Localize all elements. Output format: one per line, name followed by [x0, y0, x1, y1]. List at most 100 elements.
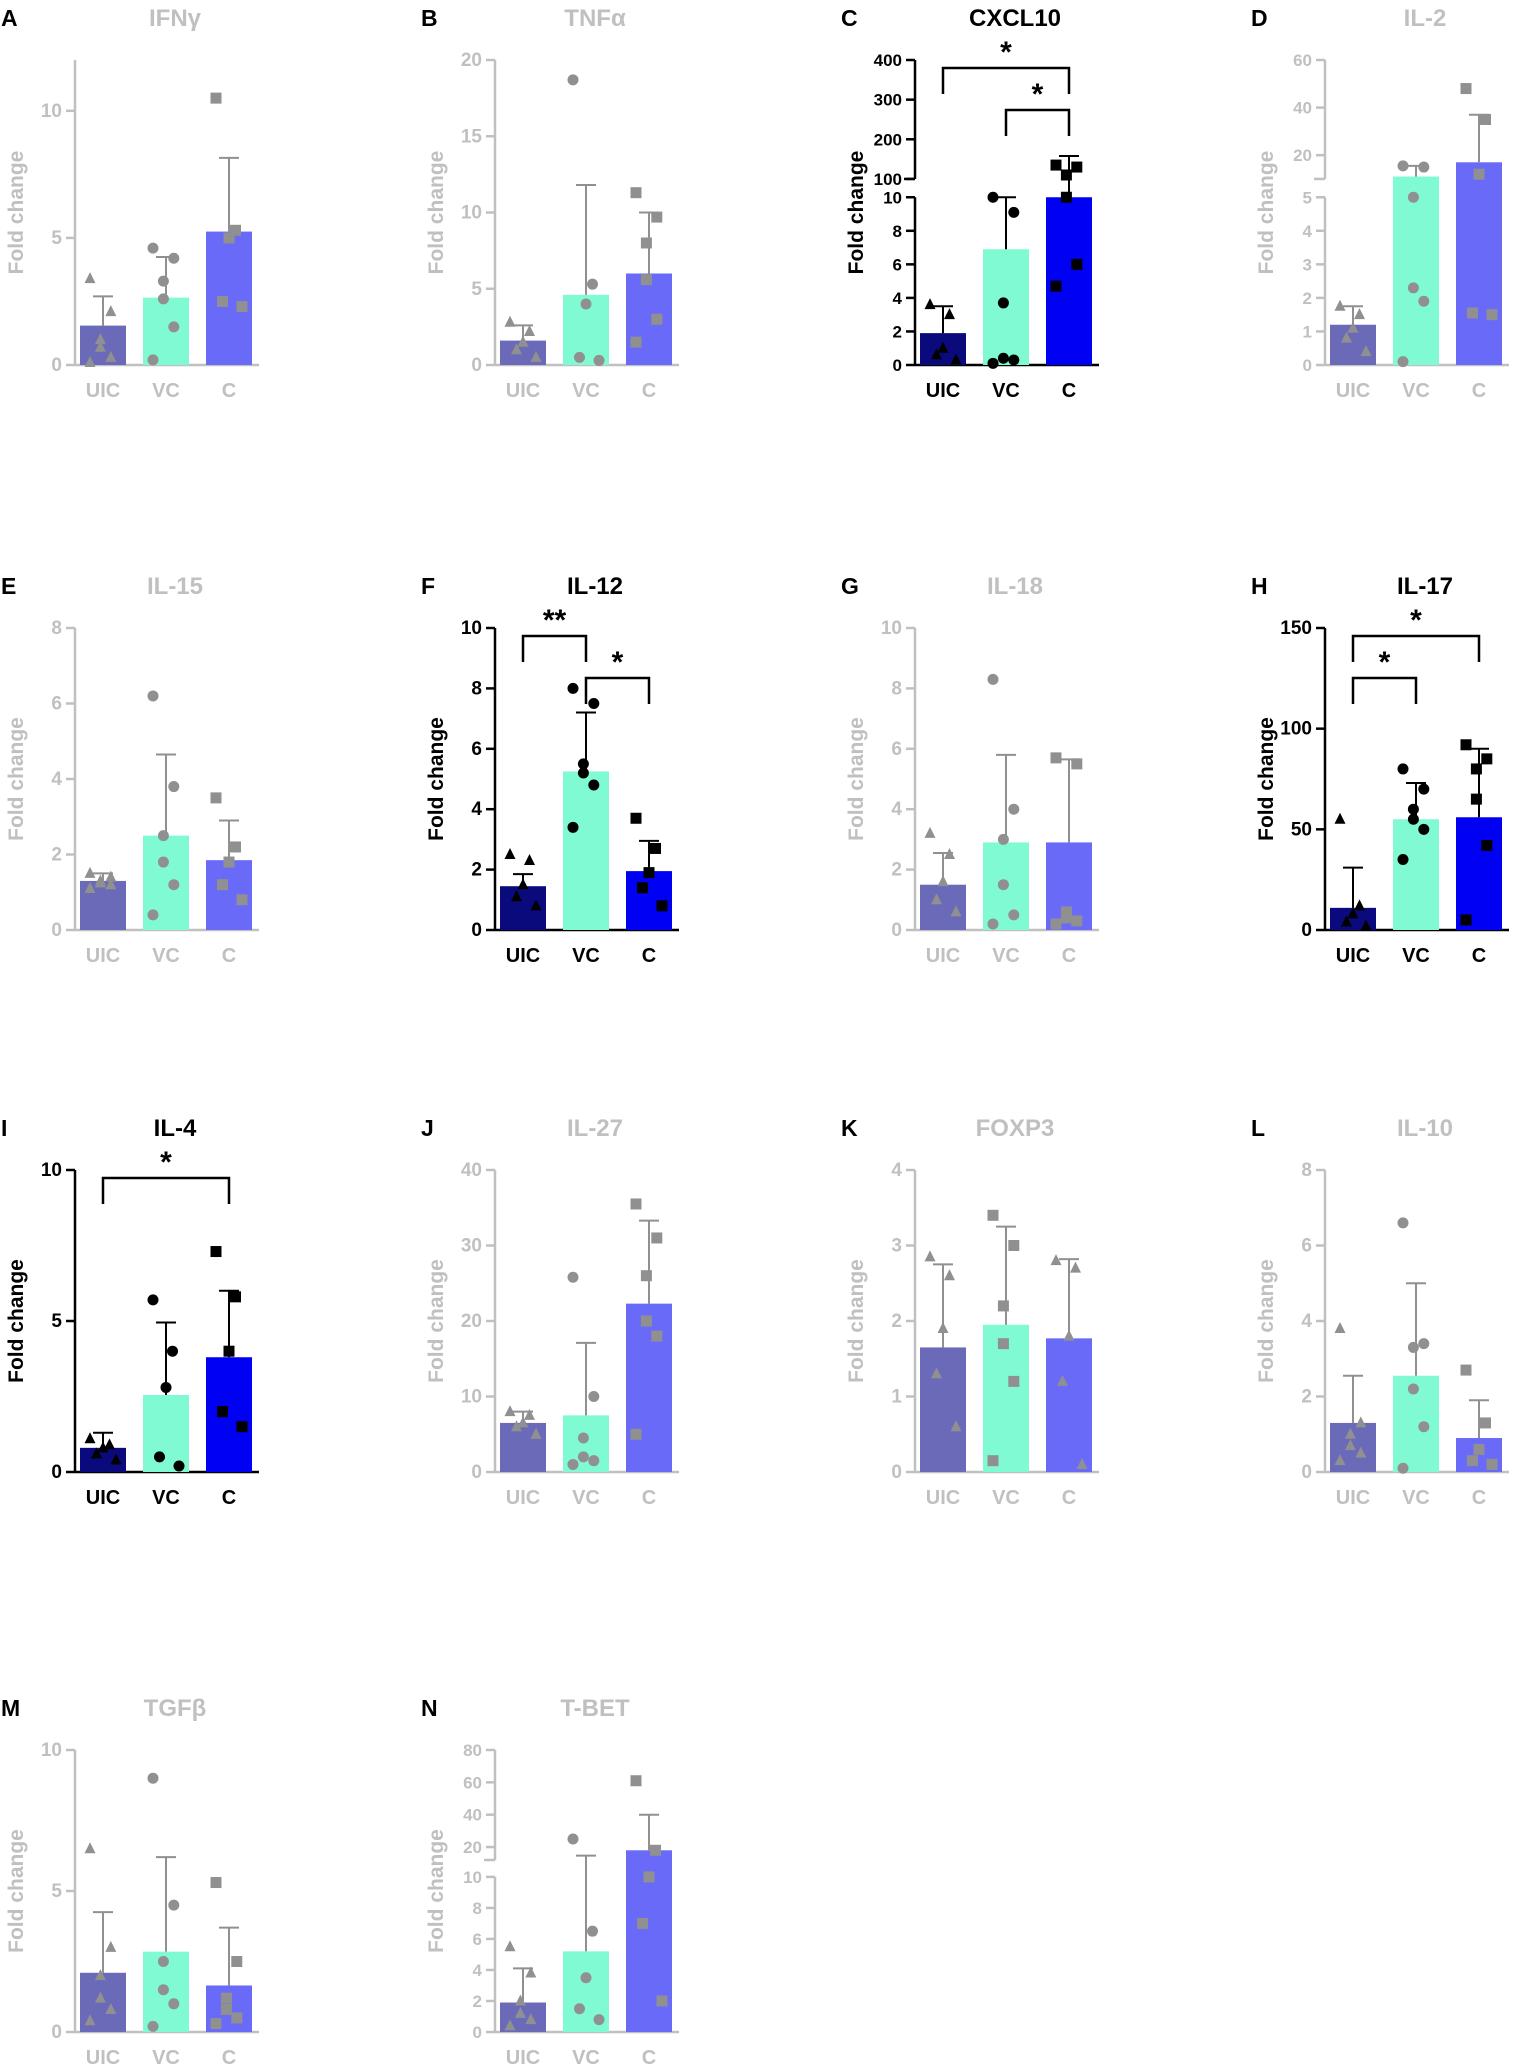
data-point-il-4-c-5 — [236, 1421, 248, 1433]
data-point-cxcl10-uic-2 — [944, 308, 955, 320]
data-point-il-10-uic-1 — [1334, 1322, 1346, 1334]
x-tick-label-c: C — [642, 1487, 656, 1509]
significance-bracket — [1351, 634, 1481, 662]
y-axis-label: Fold change — [1255, 717, 1278, 841]
data-point-il-15-uic-5 — [105, 878, 117, 890]
y-tick-label: 200 — [874, 130, 902, 149]
data-point-ifn-c-4 — [217, 295, 228, 307]
data-point-il-15-vc-3 — [157, 830, 169, 842]
data-point-il-18-uic-2 — [944, 848, 955, 859]
data-point-il-10-uic-3 — [1344, 1427, 1356, 1439]
data-point-il-2-vc-6 — [1397, 356, 1409, 368]
data-point-il-10-c-2 — [1480, 1417, 1491, 1429]
x-tick-label-c: C — [1472, 380, 1486, 402]
y-tick-label: 5 — [51, 228, 62, 249]
y-tick-label: 4 — [471, 799, 482, 820]
panel-title: IL-15 — [147, 573, 203, 600]
y-tick-label: 0 — [51, 355, 62, 376]
y-tick-label: 15 — [461, 126, 483, 147]
data-point-il-15-uic-6 — [84, 881, 96, 893]
data-point-il-17-uic-5 — [1360, 919, 1372, 931]
data-point-il-2-vc-2 — [1418, 161, 1430, 173]
data-point-il-17-c-2 — [1481, 753, 1493, 765]
data-point-tnf-c-2 — [651, 211, 663, 223]
data-point-il-2-c-5 — [1486, 309, 1498, 321]
data-point-ifn-vc-1 — [147, 242, 159, 254]
y-axis-label: Fold change — [5, 717, 28, 841]
x-tick-label-c: C — [1472, 945, 1486, 967]
data-point-il-27-uic-5 — [530, 1427, 542, 1439]
data-point-tgf-vc-2 — [168, 1899, 180, 1911]
y-tick-label: 2 — [473, 1992, 482, 2011]
data-point-foxp3-uic-2 — [944, 1269, 955, 1281]
data-point-ifn-c-1 — [210, 92, 222, 104]
data-point-il-2-vc-1 — [1397, 160, 1409, 172]
data-point-tgf-vc-1 — [147, 1772, 159, 1784]
y-tick-label: 0 — [473, 2023, 482, 2042]
data-point-il-2-c-3 — [1473, 168, 1485, 180]
y-tick-label: 6 — [51, 694, 62, 715]
y-tick-label: 0 — [893, 356, 902, 375]
data-point-il-27-uic-3 — [517, 1416, 529, 1428]
y-tick-label: 0 — [471, 1462, 482, 1483]
data-point-t-bet-uic-3 — [514, 1994, 526, 2006]
data-point-cxcl10-uic-4 — [931, 348, 942, 360]
significance-label: * — [160, 1146, 172, 1179]
data-point-il-17-vc-5 — [1418, 823, 1430, 835]
x-tick-label-uic: UIC — [1336, 1487, 1370, 1509]
data-point-il-15-c-3 — [223, 856, 235, 868]
data-point-foxp3-vc-2 — [1008, 1240, 1020, 1251]
y-tick-label: 60 — [463, 1773, 482, 1792]
y-tick-label: 5 — [51, 1881, 62, 1902]
x-tick-label-vc: VC — [572, 1487, 600, 1509]
panel-letter: K — [841, 1115, 858, 1141]
data-point-ifn-uic-5 — [105, 350, 117, 362]
data-point-tgf-uic-5 — [105, 2002, 117, 2014]
data-point-il-17-vc-6 — [1397, 854, 1409, 866]
data-point-il-12-uic-1 — [504, 848, 516, 859]
y-axis-label: Fold change — [845, 1259, 868, 1383]
data-point-il-4-c-1 — [210, 1246, 222, 1258]
data-point-il-4-vc-4 — [154, 1451, 165, 1463]
data-point-foxp3-uic-3 — [937, 1322, 949, 1334]
data-point-cxcl10-c-1 — [1050, 159, 1062, 171]
data-point-tgf-c-2 — [231, 1956, 243, 1967]
data-point-il-15-c-1 — [210, 792, 222, 804]
y-tick-label: 2 — [471, 860, 482, 881]
x-tick-label-uic: UIC — [86, 945, 120, 967]
data-point-il-12-vc-3 — [577, 758, 589, 770]
bar-c — [1456, 162, 1502, 365]
data-point-il-4-vc-2 — [167, 1345, 178, 1357]
y-tick-label: 8 — [471, 678, 482, 699]
data-point-il-2-uic-5 — [1360, 345, 1372, 357]
panel-title: IL-4 — [154, 1115, 197, 1142]
y-tick-label: 10 — [461, 1387, 482, 1408]
panel-letter: D — [1251, 5, 1268, 31]
y-tick-label: 20 — [1293, 146, 1312, 165]
data-point-cxcl10-vc-2 — [1008, 206, 1020, 218]
y-tick-label: 2 — [1303, 289, 1312, 308]
y-axis-label: Fold change — [425, 151, 448, 275]
bar-uic — [920, 1347, 966, 1472]
data-point-ifn-uic-2 — [105, 305, 117, 317]
y-tick-label: 10 — [461, 203, 482, 224]
data-point-t-bet-vc-5 — [593, 2014, 605, 2026]
data-point-cxcl10-vc-1 — [987, 191, 999, 203]
panel-title: IL-2 — [1404, 5, 1447, 32]
x-tick-label-uic: UIC — [926, 945, 960, 967]
data-point-il-12-uic-3 — [517, 878, 529, 890]
x-tick-label-vc: VC — [152, 380, 180, 402]
panel-letter: M — [1, 1695, 20, 1721]
y-tick-label: 100 — [1280, 719, 1312, 740]
data-point-il-15-c-2 — [230, 841, 241, 853]
y-tick-label: 6 — [891, 739, 902, 760]
data-point-tnf-vc-1 — [567, 74, 579, 86]
data-point-il-12-vc-5 — [588, 779, 600, 791]
x-tick-label-vc: VC — [992, 380, 1020, 402]
bar-c — [206, 1357, 252, 1472]
panel-k-foxp3: K FOXP3 Fold change 0 1 2 3 4 UIC VC C — [841, 1115, 1099, 1509]
x-tick-label-vc: VC — [152, 2047, 180, 2068]
y-tick-label: 0 — [1303, 356, 1312, 375]
data-point-ifn-uic-3 — [94, 333, 106, 345]
